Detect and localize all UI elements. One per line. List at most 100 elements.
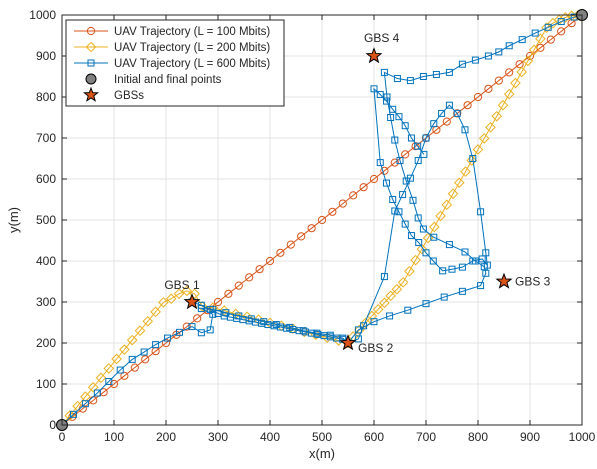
legend-marker: [87, 59, 95, 67]
legend-item: Initial and final points: [85, 73, 222, 86]
series-point: [544, 23, 552, 31]
series-point: [276, 248, 285, 257]
series-point: [420, 150, 428, 158]
series-point: [522, 55, 534, 67]
series-point: [494, 76, 503, 85]
series-point: [173, 288, 185, 300]
series-point: [442, 117, 451, 126]
series-point: [338, 199, 347, 208]
series-point: [407, 232, 415, 240]
series-point: [458, 60, 466, 68]
series-point: [469, 257, 477, 265]
series-point: [458, 287, 466, 295]
gbs-label: GBS 3: [515, 275, 551, 289]
series-point: [93, 389, 101, 397]
series-point: [445, 241, 453, 249]
series-point: [105, 378, 113, 386]
series-point: [182, 322, 191, 331]
series-point: [528, 44, 540, 56]
series-point: [546, 35, 555, 44]
legend-marker: [85, 41, 97, 53]
series-point: [422, 134, 430, 142]
series-line: [61, 14, 583, 426]
series-point: [510, 77, 521, 89]
series-point: [126, 334, 138, 346]
y-tick-label: 700: [36, 131, 56, 145]
series-point: [471, 56, 479, 64]
series-point: [152, 341, 160, 349]
series-point: [349, 191, 358, 200]
legend-item: GBSs: [82, 86, 144, 102]
series-point: [422, 300, 430, 308]
x-tick-label: 800: [468, 430, 488, 444]
gbs-label: GBS 2: [358, 341, 394, 355]
gbs-label: GBS 4: [364, 31, 400, 45]
series-point: [380, 273, 388, 281]
series-point: [399, 191, 407, 199]
legend: UAV Trajectory (L = 100 Mbits) UAV Trajec…: [65, 19, 285, 107]
series-point: [525, 51, 535, 61]
y-tick-label: 200: [36, 336, 56, 350]
series-point: [416, 243, 428, 255]
series-point: [429, 257, 437, 265]
series-point: [396, 157, 404, 165]
series-point: [391, 136, 399, 144]
legend-dot-icon: [85, 73, 97, 85]
series-point: [448, 265, 456, 273]
gbs-label: GBS 1: [164, 278, 200, 292]
series-point: [483, 261, 491, 269]
x-tick-label: 500: [312, 430, 332, 444]
series-point: [535, 33, 546, 45]
series-point: [383, 93, 391, 101]
series-point: [463, 101, 472, 110]
series-point: [389, 196, 397, 203]
series-point: [116, 366, 124, 374]
series-point: [372, 304, 384, 315]
x-tick-label: 400: [260, 430, 280, 444]
x-tick-label: 900: [520, 430, 540, 444]
series-point: [193, 314, 202, 323]
series-point: [286, 240, 295, 249]
legend-star-icon: [82, 86, 100, 102]
series-point: [401, 122, 409, 130]
series-point: [390, 158, 399, 167]
series-point: [453, 109, 462, 118]
series-point: [404, 306, 412, 314]
x-tick-label: 1000: [569, 430, 596, 444]
series-point: [234, 281, 243, 290]
series-point: [87, 381, 99, 393]
series-point: [382, 179, 390, 187]
series-point: [141, 355, 150, 364]
y-tick-label: 600: [36, 172, 56, 186]
series-point: [406, 77, 414, 85]
gbs-star-icon: [495, 272, 513, 289]
series-point: [518, 36, 526, 44]
series-point: [197, 301, 205, 309]
gbs-star-icon: [365, 47, 383, 64]
series-point: [206, 305, 214, 313]
legend-label: UAV Trajectory (L = 100 Mbits): [114, 26, 270, 38]
series-point: [419, 225, 427, 233]
series-layer: [56, 9, 588, 431]
series-point: [245, 273, 254, 282]
series-point: [495, 48, 503, 56]
series-point: [466, 155, 478, 166]
series-point: [224, 289, 233, 298]
series-point: [458, 263, 466, 271]
series-point: [435, 210, 446, 222]
series-point: [415, 239, 423, 247]
series-point: [376, 91, 384, 99]
series-point: [482, 249, 490, 257]
series-point: [213, 297, 223, 307]
series-point: [376, 159, 384, 167]
series-point: [119, 344, 130, 355]
series-point: [407, 134, 415, 142]
series-point: [317, 215, 327, 225]
series-point: [359, 183, 368, 192]
series-point: [484, 84, 493, 93]
series-point: [81, 400, 89, 408]
series-point: [560, 12, 571, 23]
series-point: [354, 335, 362, 343]
